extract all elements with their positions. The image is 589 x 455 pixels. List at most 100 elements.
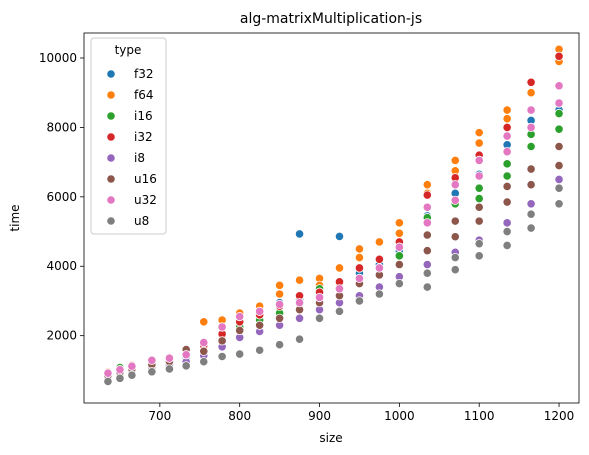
point-u8	[147, 367, 157, 377]
point-u8	[115, 373, 125, 383]
legend-marker-f64	[106, 90, 116, 100]
point-u32	[127, 361, 137, 371]
x-axis: 700 800 900 1000 1100 1200	[148, 403, 574, 423]
point-u8	[164, 364, 175, 374]
point-i32	[526, 77, 536, 87]
point-u16	[274, 313, 285, 323]
point-u32	[103, 368, 113, 378]
point-u32	[147, 355, 157, 365]
point-u8	[374, 289, 384, 299]
legend-marker-f32	[106, 69, 116, 79]
legend-label-f64: f64	[134, 88, 154, 102]
point-u8	[394, 278, 404, 289]
point-f64	[394, 228, 404, 238]
point-i16	[526, 141, 536, 152]
point-f64	[422, 180, 432, 190]
point-u8	[217, 351, 227, 362]
point-u8	[422, 282, 432, 292]
legend: type f32 f64 i16 i32 i8 u16 u32 u8	[90, 37, 167, 235]
point-u16	[235, 325, 245, 336]
point-u8	[127, 370, 137, 380]
point-f64	[199, 317, 209, 327]
point-u32	[354, 273, 365, 283]
x-tick-label: 800	[228, 409, 251, 423]
point-u32	[422, 218, 432, 228]
point-u16	[526, 164, 536, 174]
point-f64	[502, 114, 512, 124]
legend-title: type	[115, 43, 142, 57]
point-u32	[255, 306, 265, 316]
point-u32	[274, 299, 285, 310]
point-u32	[526, 105, 536, 115]
point-u16	[217, 336, 227, 346]
legend-marker-u8	[106, 216, 116, 226]
point-u8	[199, 357, 209, 367]
legend-label-u8: u8	[134, 214, 149, 228]
point-u32	[199, 338, 209, 348]
point-u16	[502, 197, 512, 207]
y-tick-label: 8000	[46, 120, 77, 134]
point-u8	[354, 296, 365, 306]
point-i16	[554, 108, 564, 119]
point-u8	[474, 239, 484, 249]
point-u8	[334, 306, 345, 316]
point-i16	[554, 124, 564, 134]
y-axis: 2000 4000 6000 8000 10000	[39, 51, 84, 343]
point-u32	[502, 147, 512, 157]
point-u16	[199, 346, 209, 356]
point-u8	[181, 361, 191, 371]
y-tick-label: 4000	[46, 259, 77, 273]
point-u16	[422, 246, 432, 256]
legend-label-i16: i16	[134, 109, 153, 123]
point-u32	[450, 180, 460, 190]
x-tick-label: 1000	[384, 409, 415, 423]
legend-label-i8: i8	[134, 151, 145, 165]
point-i32	[374, 254, 384, 264]
x-tick-label: 1200	[544, 409, 575, 423]
point-u8	[314, 313, 325, 323]
point-u8	[274, 340, 285, 350]
point-u32	[181, 350, 191, 360]
legend-label-i32: i32	[134, 130, 153, 144]
point-i8	[526, 199, 536, 209]
point-u8	[255, 345, 265, 355]
x-tick-label: 900	[308, 409, 331, 423]
point-f32	[334, 231, 345, 241]
point-f64	[334, 263, 345, 273]
point-u32	[554, 98, 564, 108]
point-u8	[450, 265, 460, 275]
x-axis-label: size	[319, 431, 342, 445]
point-u8	[526, 223, 536, 233]
point-f64	[526, 88, 536, 98]
point-u16	[502, 181, 512, 192]
point-i16	[474, 193, 484, 204]
point-f64	[450, 155, 460, 165]
point-u32	[235, 311, 245, 322]
point-u16	[450, 216, 460, 226]
point-u16	[255, 320, 265, 330]
point-i16	[474, 183, 484, 193]
legend-marker-u32	[106, 195, 116, 205]
point-f64	[502, 105, 512, 115]
plot-frame	[83, 32, 580, 404]
point-u32	[502, 131, 512, 141]
point-f64	[374, 237, 384, 247]
point-u32	[374, 263, 384, 273]
point-u32	[294, 298, 305, 308]
point-u8	[422, 268, 432, 278]
point-u16	[422, 230, 432, 240]
points-layer	[103, 44, 564, 387]
x-tick-label: 700	[148, 409, 171, 423]
y-axis-label: time	[8, 204, 22, 231]
point-i32	[354, 263, 365, 273]
point-i8	[502, 218, 512, 228]
y-tick-label: 10000	[39, 51, 77, 65]
point-i32	[554, 51, 564, 61]
point-u8	[294, 334, 305, 344]
point-u8	[554, 183, 564, 193]
point-u32	[394, 242, 404, 252]
point-u32	[217, 322, 227, 332]
legend-marker-i16	[106, 111, 116, 121]
point-u16	[554, 141, 564, 152]
